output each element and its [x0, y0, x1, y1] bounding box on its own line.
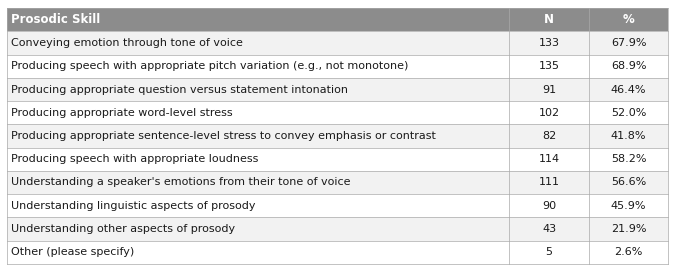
Text: 67.9%: 67.9%	[611, 38, 646, 48]
Bar	[7, 78, 668, 101]
Text: Producing speech with appropriate pitch variation (e.g., not monotone): Producing speech with appropriate pitch …	[11, 61, 409, 71]
Bar	[7, 241, 668, 264]
Bar	[7, 171, 668, 194]
Text: 82: 82	[542, 131, 556, 141]
Text: 102: 102	[539, 108, 560, 118]
Text: 114: 114	[539, 154, 560, 164]
Text: 56.6%: 56.6%	[611, 178, 646, 187]
Text: 52.0%: 52.0%	[611, 108, 646, 118]
Bar	[7, 194, 668, 217]
Text: Understanding other aspects of prosody: Understanding other aspects of prosody	[11, 224, 236, 234]
Text: Understanding a speaker's emotions from their tone of voice: Understanding a speaker's emotions from …	[11, 178, 351, 187]
Text: 91: 91	[542, 85, 556, 94]
Text: 133: 133	[539, 38, 560, 48]
Bar	[7, 8, 668, 31]
Text: Understanding linguistic aspects of prosody: Understanding linguistic aspects of pros…	[11, 201, 256, 211]
Text: 2.6%: 2.6%	[614, 247, 643, 257]
Text: Producing speech with appropriate loudness: Producing speech with appropriate loudne…	[11, 154, 259, 164]
Text: 90: 90	[542, 201, 556, 211]
Text: 45.9%: 45.9%	[611, 201, 646, 211]
Text: Producing appropriate question versus statement intonation: Producing appropriate question versus st…	[11, 85, 348, 94]
Text: 58.2%: 58.2%	[611, 154, 646, 164]
Text: 135: 135	[539, 61, 560, 71]
Text: 21.9%: 21.9%	[611, 224, 646, 234]
Text: Producing appropriate word-level stress: Producing appropriate word-level stress	[11, 108, 233, 118]
Text: 46.4%: 46.4%	[611, 85, 646, 94]
Bar	[7, 217, 668, 241]
Bar	[7, 124, 668, 148]
Text: Prosodic Skill: Prosodic Skill	[11, 13, 101, 26]
Text: 5: 5	[545, 247, 553, 257]
Text: Other (please specify): Other (please specify)	[11, 247, 135, 257]
Bar	[7, 148, 668, 171]
Text: 68.9%: 68.9%	[611, 61, 646, 71]
Text: 41.8%: 41.8%	[611, 131, 646, 141]
Bar	[7, 55, 668, 78]
Text: Producing appropriate sentence-level stress to convey emphasis or contrast: Producing appropriate sentence-level str…	[11, 131, 436, 141]
Text: Conveying emotion through tone of voice: Conveying emotion through tone of voice	[11, 38, 244, 48]
Text: 43: 43	[542, 224, 556, 234]
Bar	[7, 31, 668, 55]
Text: %: %	[622, 13, 634, 26]
Text: N: N	[544, 13, 554, 26]
Text: 111: 111	[539, 178, 560, 187]
Bar	[7, 101, 668, 124]
